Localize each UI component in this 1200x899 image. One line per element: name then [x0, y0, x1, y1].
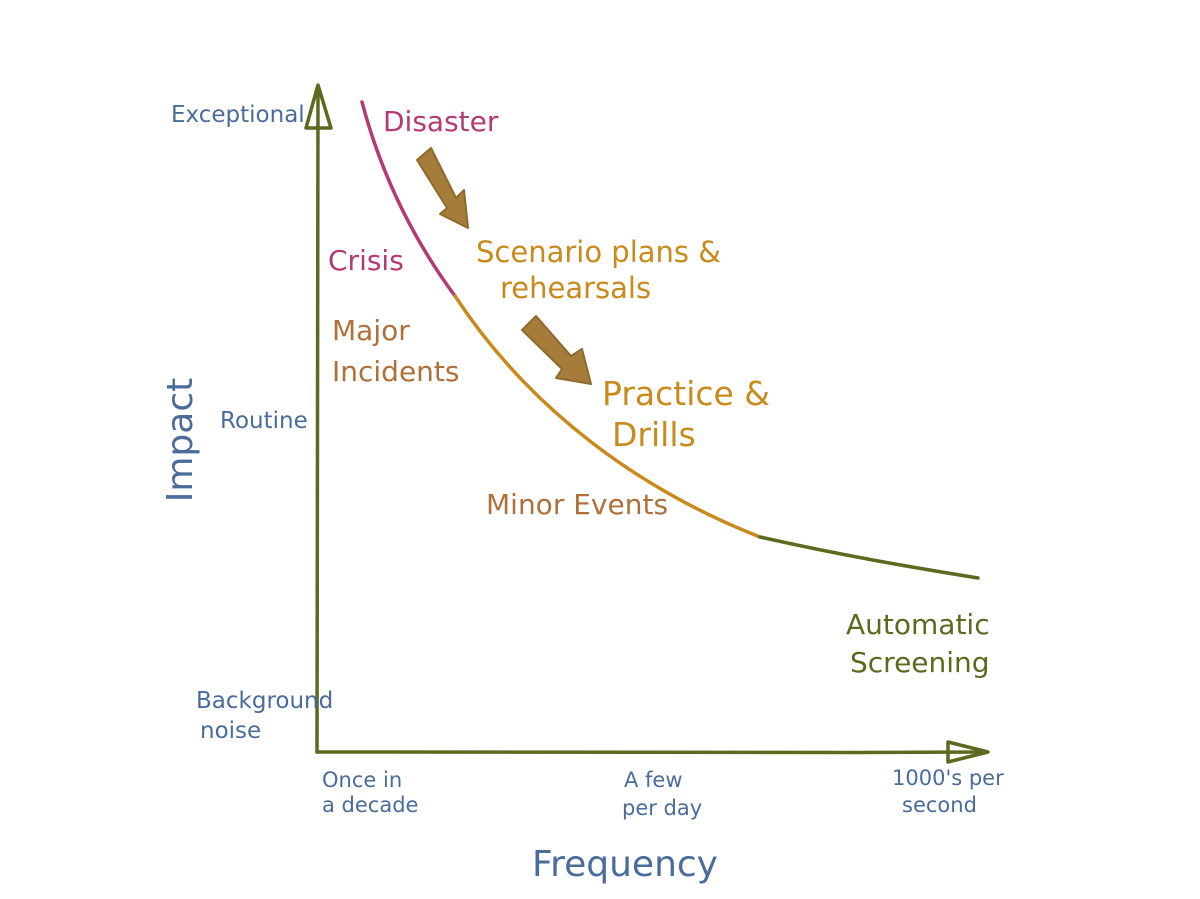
y-axis-line: [314, 88, 320, 754]
zone-major: Major: [332, 314, 410, 347]
y-tick-background: Background: [196, 688, 333, 714]
x-tick-second: 1000's per: [892, 766, 1004, 790]
x-axis-arrowhead: [946, 740, 990, 764]
y-tick-background-noise: noise: [200, 718, 261, 744]
down-right-arrow-icon: [521, 315, 592, 385]
down-right-arrow-icon: [416, 147, 469, 229]
x-tick-day-2: per day: [622, 796, 702, 820]
x-axis-title: Frequency: [532, 844, 718, 885]
y-axis-title: Impact: [160, 378, 201, 503]
response-scenario: Scenario plans &: [476, 235, 721, 269]
y-tick-routine: Routine: [220, 408, 308, 434]
response-scenario-rehearsals: rehearsals: [500, 271, 651, 305]
zone-minor-events: Minor Events: [486, 488, 668, 521]
impact-curve: [360, 100, 980, 580]
x-tick-labels: Once in a decade A few per day 1000's pe…: [322, 766, 1004, 820]
x-tick-decade-2: a decade: [322, 793, 418, 817]
zone-crisis: Crisis: [328, 244, 404, 277]
response-labels: Scenario plans & rehearsals Practice & D…: [476, 235, 770, 454]
x-tick-second-2: second: [902, 793, 977, 817]
zone-labels: Disaster Crisis Major Incidents Minor Ev…: [328, 105, 990, 679]
zone-automatic-screening: Screening: [850, 646, 990, 679]
curve-disaster-segment: [360, 100, 457, 298]
y-tick-labels: Exceptional Routine Background noise: [171, 102, 333, 744]
axes: [304, 83, 990, 764]
x-tick-decade: Once in: [322, 768, 402, 792]
y-axis-arrowhead: [304, 83, 333, 130]
response-practice-drills: Drills: [612, 415, 696, 454]
curve-incident-segment: [453, 294, 762, 539]
zone-major-incidents: Incidents: [332, 355, 460, 388]
zone-automatic: Automatic: [846, 608, 990, 641]
response-practice: Practice &: [602, 374, 770, 413]
zone-disaster: Disaster: [383, 105, 499, 138]
y-tick-exceptional: Exceptional: [171, 102, 305, 128]
x-axis-line: [315, 750, 987, 755]
x-tick-day: A few: [624, 768, 683, 792]
curve-routine-segment: [758, 535, 980, 580]
